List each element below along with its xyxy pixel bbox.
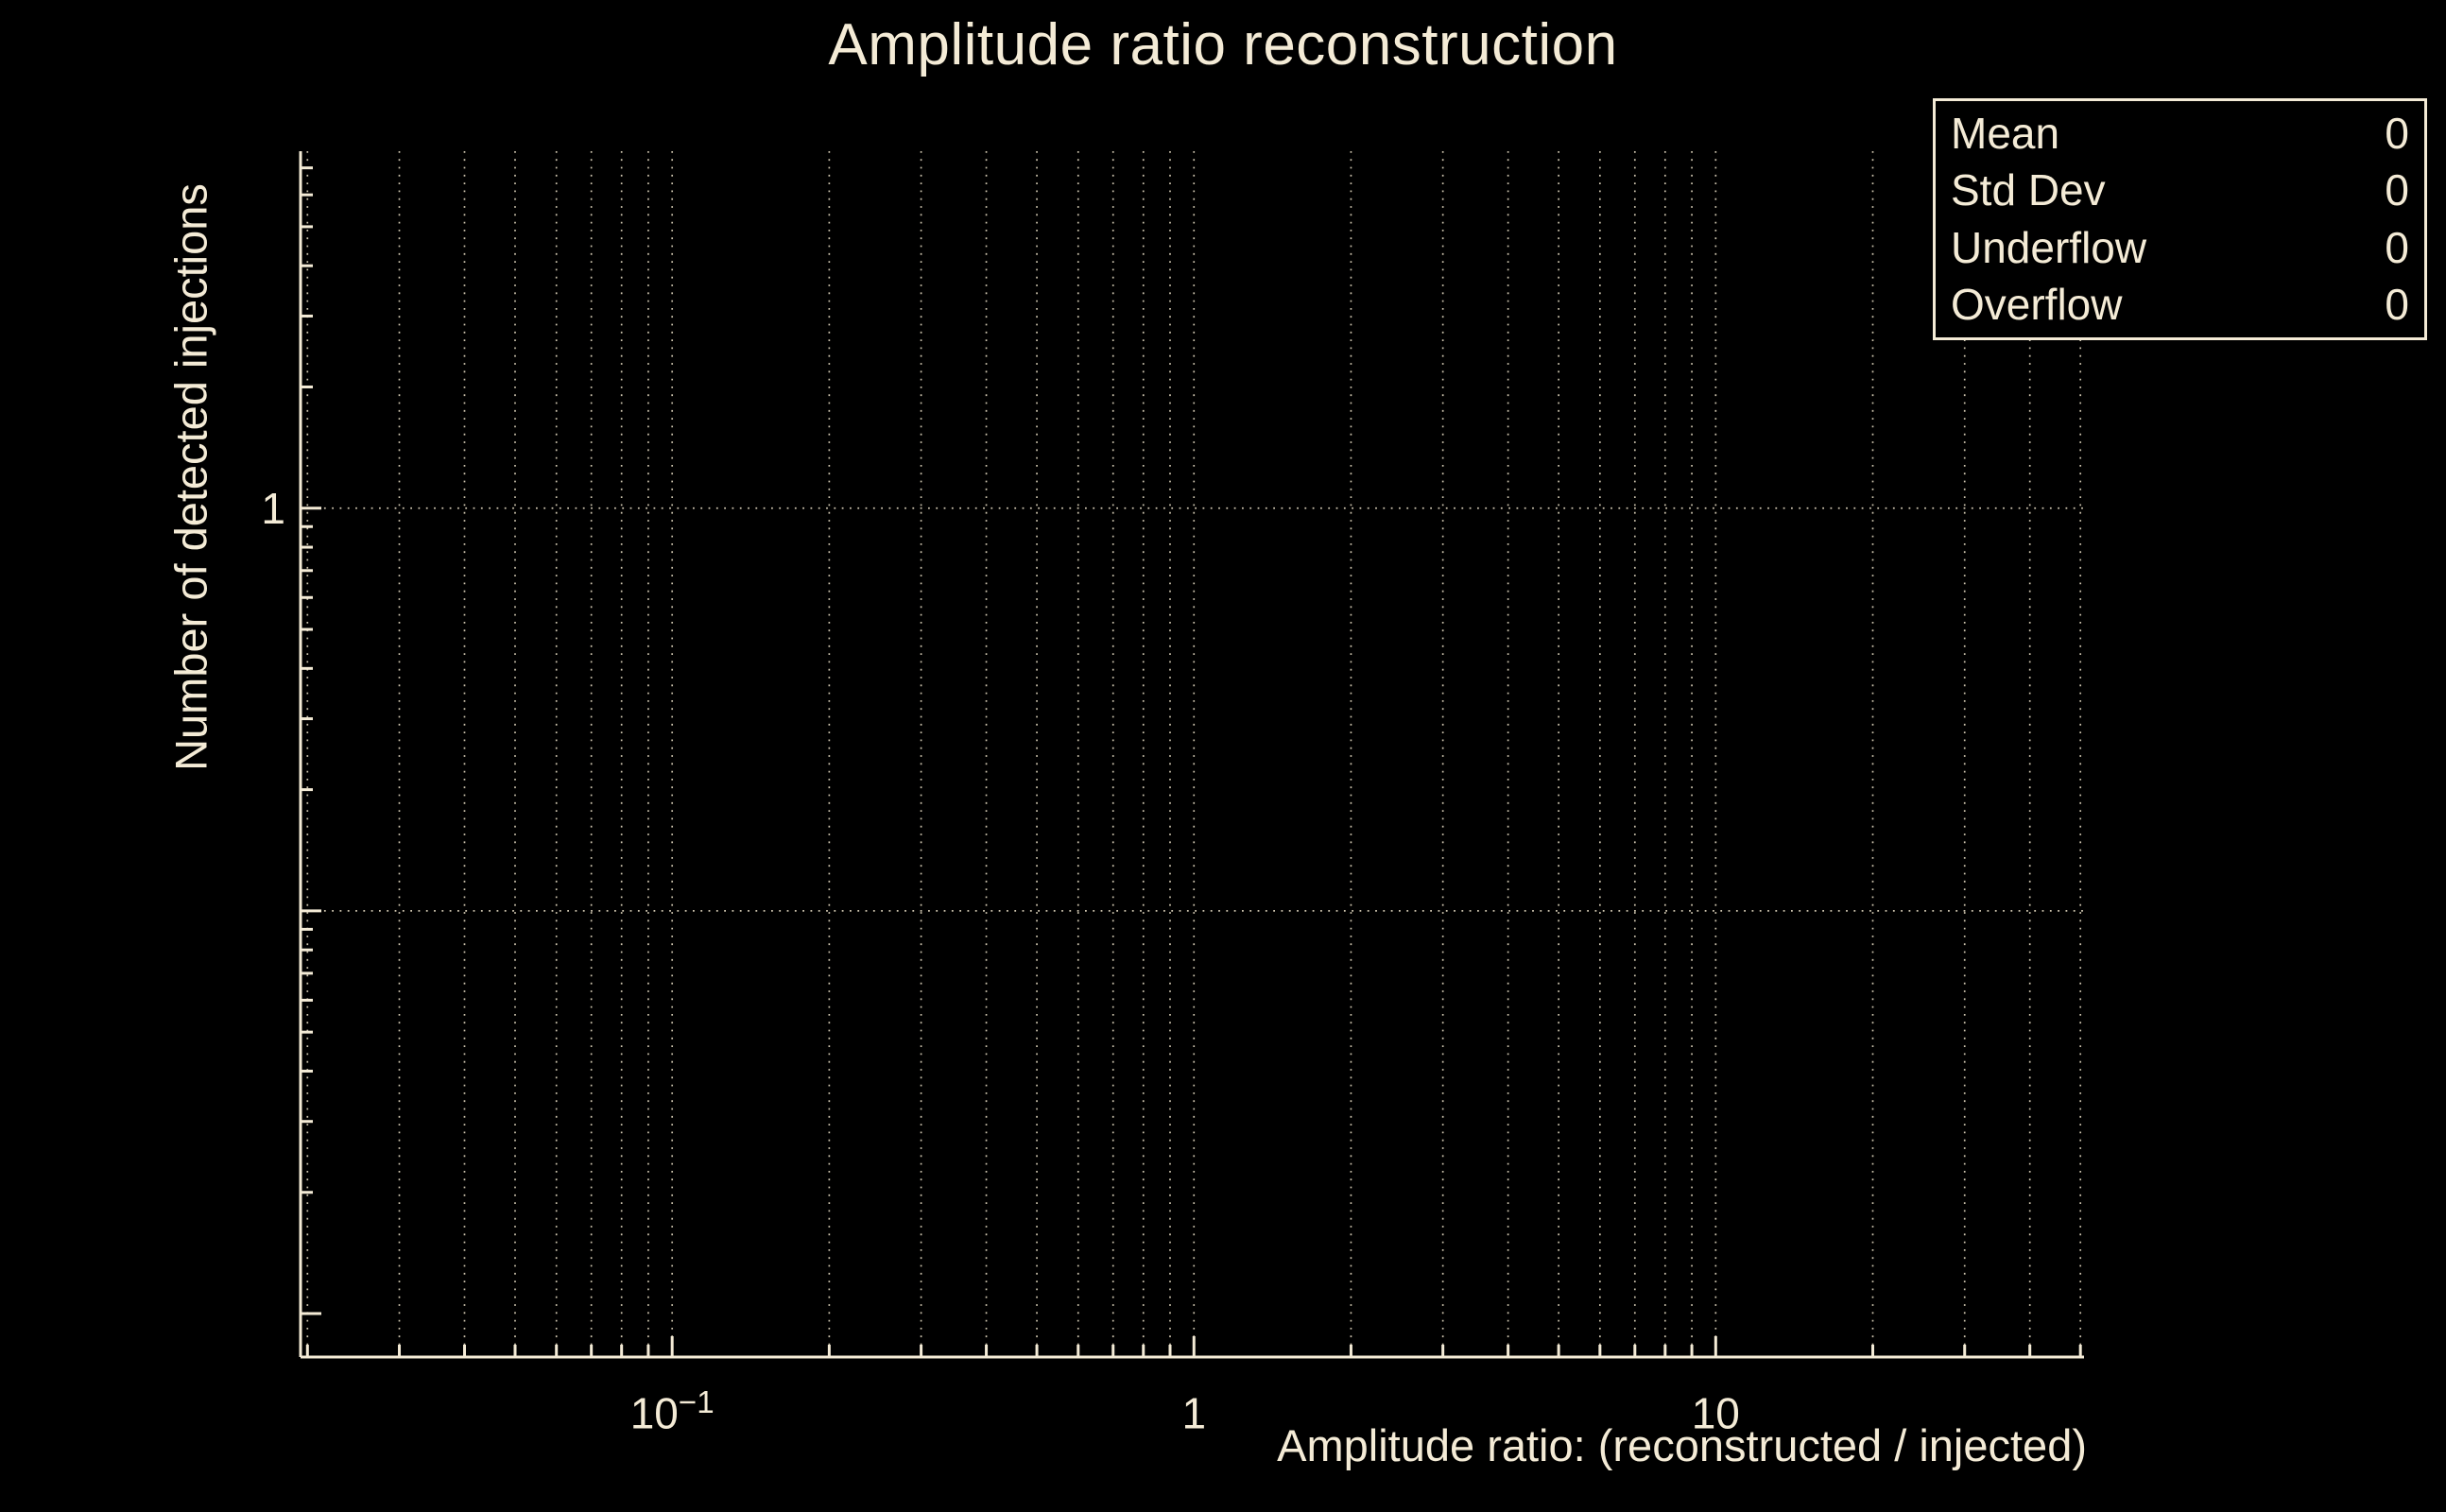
x-tick-label-1: 1 [1181,1387,1206,1435]
y-axis-title: Number of detected injections [165,183,216,771]
stats-box: Mean 0 Std Dev 0 Underflow 0 Overflow 0 [1933,98,2427,340]
x-axis-title: Amplitude ratio: (reconstructed / inject… [1277,1420,2087,1470]
stats-value: 0 [2385,165,2409,215]
stats-label: Overflow [1951,280,2123,330]
x-tick-exponent: −1 [678,1385,715,1420]
stats-label: Std Dev [1951,165,2106,215]
stats-value: 0 [2385,108,2409,158]
y-tick-label-1: 1 [261,483,285,533]
stats-value: 0 [2385,280,2409,330]
stats-label: Underflow [1951,222,2147,272]
stats-label: Mean [1951,108,2060,158]
stats-row-underflow: Underflow 0 [1951,223,2409,273]
stats-row-stddev: Std Dev 0 [1951,165,2409,215]
x-tick-base: 1 [1181,1388,1207,1438]
stats-row-mean: Mean 0 [1951,109,2409,159]
x-tick-label-0: 10−1 [630,1387,715,1435]
x-tick-label-2: 10 [1692,1387,1740,1435]
x-tick-base: 10 [1691,1388,1740,1438]
stats-row-overflow: Overflow 0 [1951,280,2409,330]
chart-title: Amplitude ratio reconstruction [828,12,1618,77]
stats-value: 0 [2385,222,2409,272]
x-tick-base: 10 [629,1388,679,1438]
